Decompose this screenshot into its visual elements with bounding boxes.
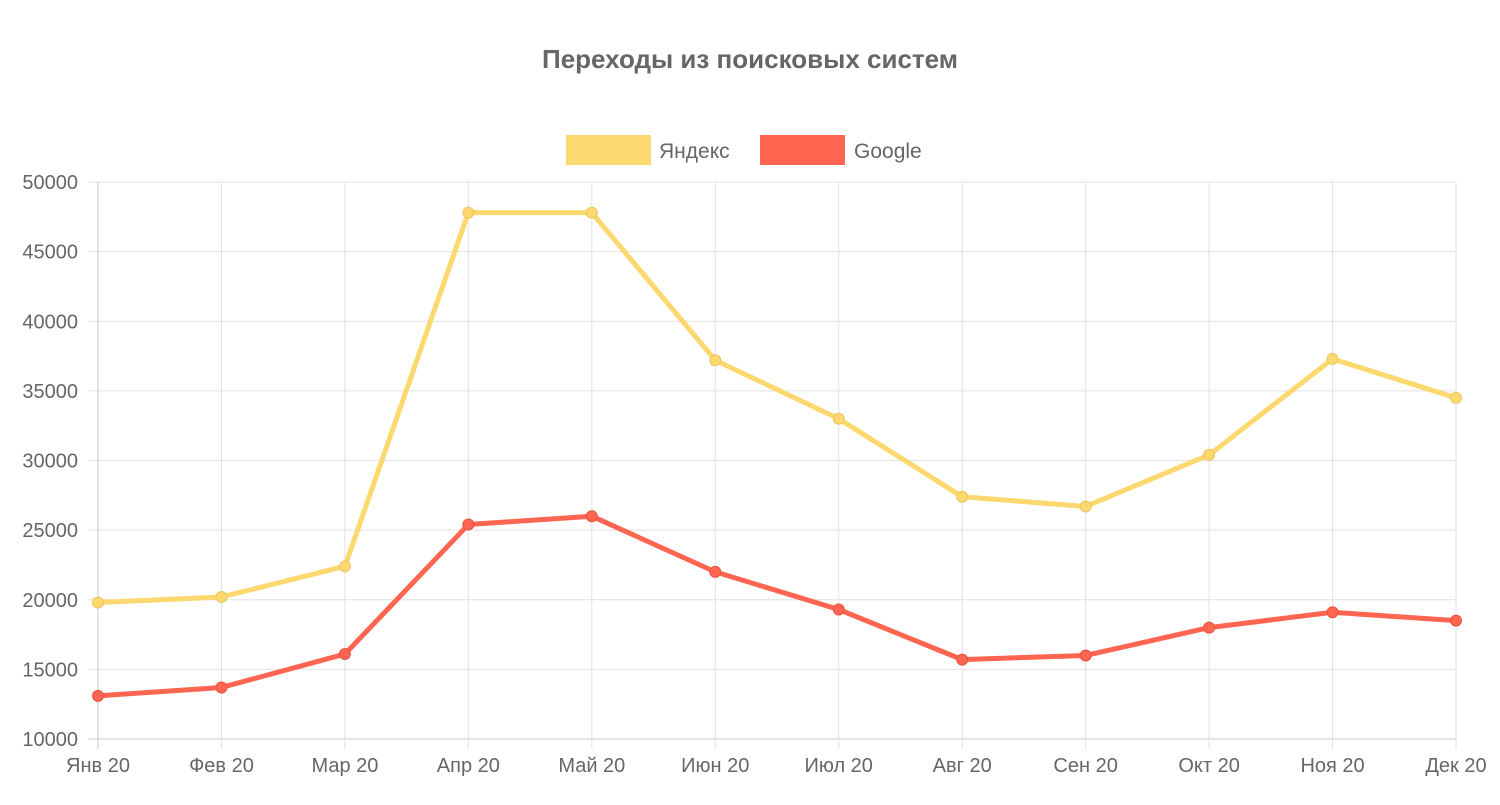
y-tick-label: 30000 [22, 451, 78, 473]
x-tick-label: Янв 20 [66, 755, 130, 777]
legend[interactable]: Яндекс Google [566, 135, 922, 165]
data-point[interactable] [1079, 649, 1092, 662]
x-tick-label: Мар 20 [311, 755, 378, 777]
data-point[interactable] [709, 565, 722, 578]
x-tick-label: Фев 20 [189, 755, 254, 777]
legend-swatch-google [760, 135, 845, 165]
legend-label-google[interactable]: Google [854, 140, 922, 163]
series-line [97, 513, 1457, 699]
y-tick-label: 25000 [22, 520, 78, 542]
data-point[interactable] [1450, 391, 1462, 404]
y-tick-label: 50000 [22, 172, 78, 194]
x-tick-label: Май 20 [558, 755, 625, 777]
data-point[interactable] [1203, 448, 1216, 461]
x-tick-label: Ноя 20 [1300, 755, 1364, 777]
x-tick-label: Сен 20 [1053, 755, 1117, 777]
x-tick-label: Дек 20 [1425, 755, 1486, 777]
data-point[interactable] [1079, 500, 1092, 513]
legend-label-yandex[interactable]: Яндекс [659, 140, 730, 163]
data-point[interactable] [956, 653, 969, 666]
data-point[interactable] [462, 206, 475, 219]
x-tick-label: Апр 20 [437, 755, 500, 777]
data-point[interactable] [1203, 621, 1216, 634]
data-point[interactable] [462, 518, 475, 531]
x-tick-label: Июл 20 [805, 755, 873, 777]
y-tick-label: 20000 [22, 590, 78, 612]
series-google [92, 510, 1462, 702]
data-point[interactable] [709, 354, 722, 367]
data-point[interactable] [92, 596, 104, 609]
data-point[interactable] [338, 648, 351, 661]
series-line [97, 210, 1457, 606]
data-point[interactable] [1450, 614, 1462, 627]
data-point[interactable] [92, 689, 104, 702]
x-tick-label: Окт 20 [1178, 755, 1240, 777]
legend-swatch-yandex [566, 135, 651, 165]
y-tick-label: 35000 [22, 381, 78, 403]
y-tick-label: 15000 [22, 659, 78, 681]
data-point[interactable] [215, 681, 228, 694]
data-point[interactable] [956, 490, 969, 503]
data-point[interactable] [832, 412, 845, 425]
y-tick-label: 45000 [22, 242, 78, 264]
data-point[interactable] [585, 206, 598, 219]
chart-title: Переходы из поисковых систем [542, 44, 958, 74]
y-tick-label: 40000 [22, 311, 78, 333]
data-point[interactable] [1326, 606, 1339, 619]
x-tick-label: Авг 20 [933, 755, 992, 777]
data-point[interactable] [585, 510, 598, 523]
y-tick-label: 10000 [22, 729, 78, 751]
series-yandex [92, 206, 1462, 609]
data-point[interactable] [215, 590, 228, 603]
x-tick-label: Июн 20 [681, 755, 749, 777]
data-point[interactable] [338, 560, 351, 573]
data-point[interactable] [1326, 352, 1339, 365]
data-point[interactable] [832, 603, 845, 616]
